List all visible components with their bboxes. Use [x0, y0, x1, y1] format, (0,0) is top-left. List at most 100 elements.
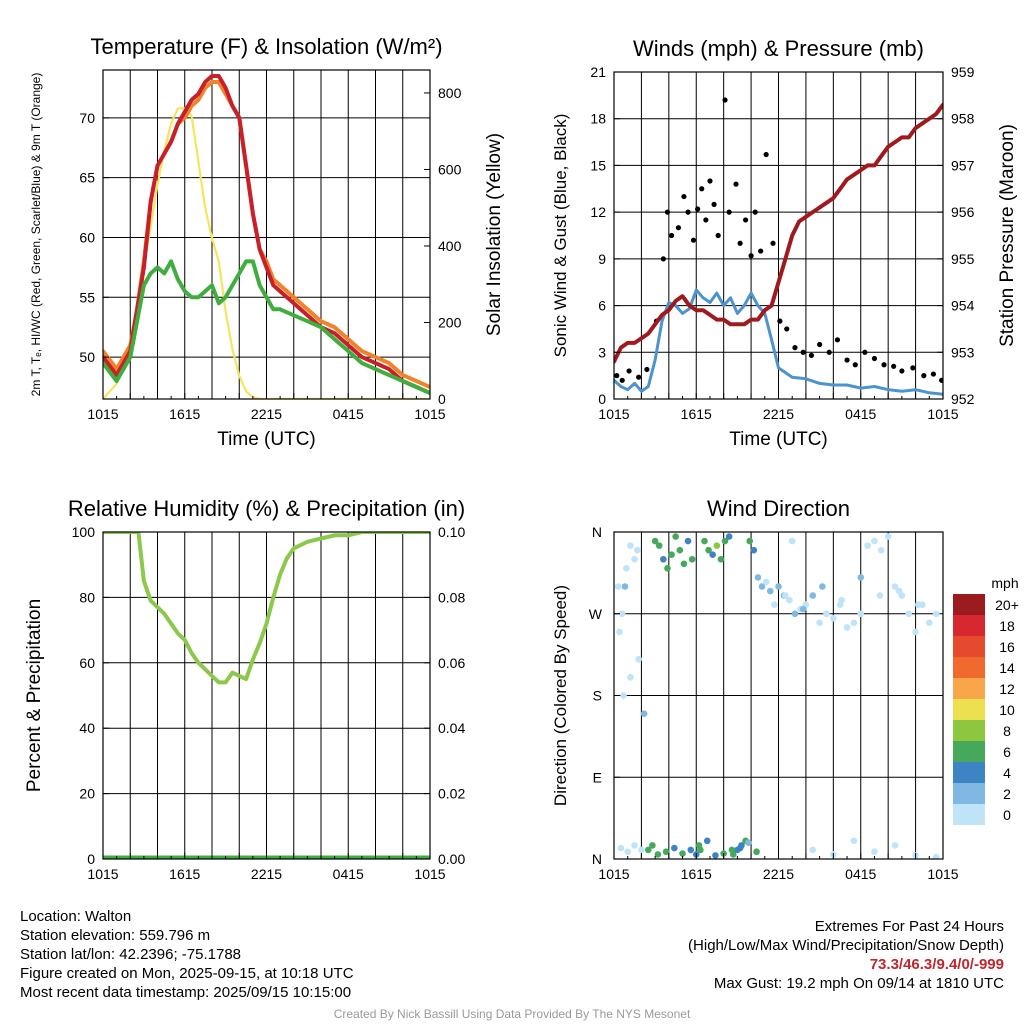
gust-point: [715, 232, 721, 239]
direction-point: [621, 583, 629, 590]
direction-point: [843, 624, 851, 631]
y2-tick-label: 200: [438, 314, 462, 330]
y2-tick-label: 400: [438, 238, 462, 254]
direction-point: [809, 846, 817, 854]
direction-point: [871, 848, 878, 856]
temperature-ylabel: 2m T, Tₑ, HI/WC (Red, Green, Scarlet/Blu…: [29, 73, 43, 397]
direction-point: [895, 587, 903, 595]
humidity-ylabel: Percent & Precipitation: [24, 599, 45, 792]
gust-point: [826, 349, 832, 355]
y-tick-label: 20: [79, 786, 95, 802]
winds-title: Winds (mph) & Pressure (mb): [633, 36, 924, 61]
y2-tick-label: 952: [951, 391, 975, 407]
direction-tick-label: N: [592, 851, 602, 867]
winds-xlabel: Time (UTC): [729, 429, 828, 450]
y-tick-label: 40: [79, 720, 95, 736]
direction-point: [788, 537, 796, 545]
gust-point: [644, 366, 650, 373]
colorbar-swatch: [953, 678, 985, 699]
direction-point: [654, 851, 662, 858]
colorbar-label: 10: [999, 702, 1015, 718]
colorbar-swatch: [953, 657, 985, 678]
direction-point: [791, 610, 799, 618]
direction-point: [649, 842, 656, 849]
gust-point: [675, 225, 682, 231]
credit-text: Created By Nick Bassill Using Data Provi…: [333, 1007, 691, 1021]
gust-point: [664, 209, 671, 215]
x-tick-label: 1615: [681, 866, 712, 882]
colorbar-swatch: [953, 594, 985, 615]
direction-tick-label: W: [589, 606, 603, 622]
colorbar-swatch: [953, 615, 985, 636]
gust-point: [763, 151, 769, 158]
humidity-title: Relative Humidity (%) & Precipitation (i…: [68, 496, 465, 521]
x-tick-label: 1015: [414, 866, 445, 882]
winds-y2label: Station Pressure (Maroon): [997, 124, 1018, 347]
gust-point: [939, 377, 943, 383]
colorbar-title: mph: [991, 575, 1018, 591]
y2-tick-label: 0.08: [438, 589, 465, 605]
gust-point: [770, 240, 776, 246]
y-tick-label: 0: [87, 851, 95, 867]
y2-tick-label: 954: [951, 298, 975, 314]
y-tick-label: 65: [79, 170, 95, 186]
gust-point: [800, 349, 806, 355]
x-tick-label: 2215: [251, 406, 282, 422]
direction-point: [864, 542, 871, 549]
direction-point: [721, 537, 729, 545]
direction-point: [644, 846, 652, 854]
direction-point: [912, 628, 919, 636]
humidity-line: [103, 532, 430, 685]
gust-point: [808, 352, 815, 358]
direction-point: [850, 619, 858, 627]
direction-tick-label: E: [593, 769, 602, 785]
gust-point: [852, 362, 858, 368]
gust-point: [681, 193, 687, 200]
direction-point: [627, 542, 634, 549]
gust-point: [881, 362, 887, 368]
colorbar-swatch: [953, 699, 985, 720]
y2-tick-label: 958: [951, 111, 975, 127]
y2-tick-label: 959: [951, 64, 975, 80]
winds-series: [614, 97, 943, 396]
direction-point: [915, 601, 922, 608]
gust-point: [910, 365, 916, 371]
gust-point: [703, 217, 709, 223]
station-info: Location: Walton Station elevation: 559.…: [20, 907, 354, 1002]
gust-point: [707, 178, 713, 184]
y-tick-label: 60: [79, 655, 95, 671]
winds-ylabel: Sonic Wind & Gust (Blue, Black): [551, 114, 570, 358]
y2-tick-label: 0.04: [438, 720, 465, 736]
gust-point: [699, 186, 705, 192]
gust-point: [614, 373, 620, 379]
direction-point: [616, 628, 623, 636]
y-tick-label: 9: [598, 251, 606, 267]
gust-point: [792, 345, 798, 351]
y2-tick-label: 0: [438, 391, 446, 407]
direction-point: [871, 537, 878, 545]
dewpoint-line: [103, 259, 430, 395]
direction-point: [651, 537, 659, 545]
gust-point: [862, 349, 868, 355]
y-tick-label: 80: [79, 589, 95, 605]
gust-point: [748, 253, 754, 259]
direction-point: [627, 674, 634, 681]
sonic-wind-line: [614, 288, 943, 396]
y2-tick-label: 0.06: [438, 655, 465, 671]
gust-point: [668, 232, 675, 239]
y-tick-label: 18: [590, 111, 606, 127]
direction-point: [623, 565, 630, 572]
y-tick-label: 0: [598, 391, 606, 407]
direction-point: [631, 555, 638, 563]
colorbar-label: 6: [1003, 744, 1011, 760]
direction-point: [640, 710, 648, 717]
gust-point: [619, 377, 625, 383]
direction-point: [620, 692, 627, 699]
direction-point: [823, 610, 830, 618]
gust-point: [722, 97, 728, 103]
colorbar-label: 20+: [995, 597, 1019, 613]
y2-tick-label: 0.00: [438, 851, 465, 867]
direction-point: [753, 848, 760, 856]
direction-point: [838, 596, 845, 604]
colorbar-swatch: [953, 783, 985, 804]
